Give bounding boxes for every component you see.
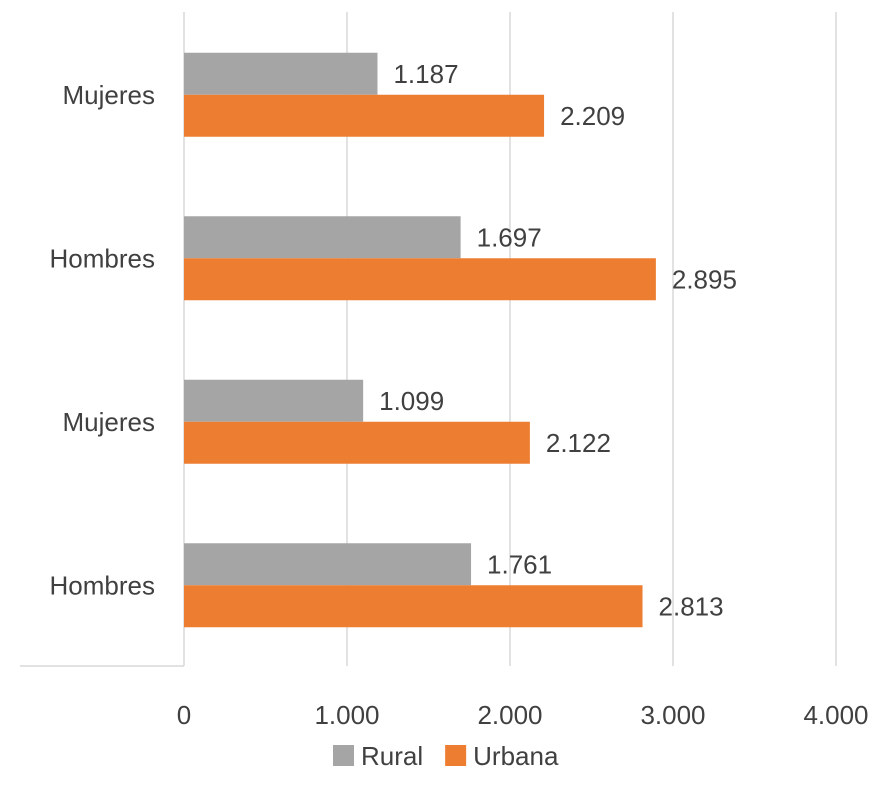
data-label-urbana: 2.209 — [560, 101, 625, 131]
bar-rural-2 — [184, 379, 364, 422]
bar-urbana-1 — [184, 258, 656, 301]
legend-label-urbana: Urbana — [473, 741, 559, 771]
data-label-urbana: 2.895 — [672, 264, 737, 294]
data-label-urbana: 2.122 — [546, 428, 611, 458]
data-label-rural: 1.761 — [487, 549, 552, 579]
data-label-urbana: 2.813 — [659, 591, 724, 621]
axes: 0 1.000 2.000 3.000 4.000 Mujeres Hombres Mujer… — [20, 12, 869, 730]
bar-urbana-3 — [184, 585, 643, 628]
bar-urbana-2 — [184, 421, 530, 464]
bar-rural-1 — [184, 216, 461, 259]
data-label-rural: 1.187 — [393, 59, 458, 89]
legend-swatch-urbana — [445, 745, 467, 766]
legend: Rural Urbana — [333, 741, 559, 771]
data-labels: 1.187 2.209 1.697 2.895 1.099 2.122 1.761 2.813 — [379, 59, 737, 622]
legend-swatch-rural — [333, 745, 354, 766]
category-label: Hombres — [50, 243, 155, 273]
bar-rural-3 — [184, 543, 472, 586]
bar-urbana-0 — [184, 94, 545, 137]
bars — [184, 52, 656, 628]
x-tick-label: 1.000 — [314, 700, 379, 730]
data-label-rural: 1.099 — [379, 386, 444, 416]
data-label-rural: 1.697 — [477, 222, 542, 252]
category-label: Mujeres — [63, 407, 155, 437]
x-tick-label: 3.000 — [640, 700, 705, 730]
x-tick-label: 4.000 — [803, 700, 868, 730]
category-label: Mujeres — [63, 80, 155, 110]
x-tick-label: 2.000 — [477, 700, 542, 730]
x-tick-label: 0 — [177, 700, 191, 730]
bar-rural-0 — [184, 52, 378, 95]
legend-label-rural: Rural — [361, 741, 423, 771]
category-label: Hombres — [50, 570, 155, 600]
